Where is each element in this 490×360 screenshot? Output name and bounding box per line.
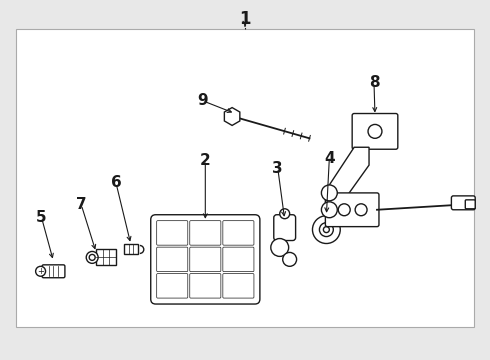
FancyBboxPatch shape	[190, 274, 221, 298]
Circle shape	[323, 227, 329, 233]
Text: 7: 7	[76, 197, 87, 212]
FancyBboxPatch shape	[352, 113, 398, 149]
Bar	[16, 29, 474, 327]
Text: 3: 3	[272, 161, 283, 176]
FancyBboxPatch shape	[157, 221, 188, 245]
Circle shape	[313, 216, 340, 243]
Text: 1: 1	[239, 10, 251, 28]
FancyBboxPatch shape	[42, 265, 65, 278]
FancyBboxPatch shape	[190, 247, 221, 272]
Text: 8: 8	[368, 75, 379, 90]
FancyBboxPatch shape	[190, 221, 221, 245]
Circle shape	[321, 185, 337, 201]
Circle shape	[283, 252, 296, 266]
FancyBboxPatch shape	[325, 193, 379, 227]
FancyBboxPatch shape	[466, 200, 475, 209]
Polygon shape	[329, 147, 369, 200]
Circle shape	[36, 266, 46, 276]
FancyBboxPatch shape	[157, 274, 188, 298]
FancyBboxPatch shape	[451, 196, 475, 210]
Text: 4: 4	[324, 151, 335, 166]
Circle shape	[321, 202, 337, 218]
Circle shape	[86, 251, 98, 264]
Circle shape	[319, 223, 333, 237]
Text: 2: 2	[200, 153, 211, 168]
Circle shape	[89, 255, 95, 260]
Text: +: +	[37, 267, 44, 276]
Text: 9: 9	[197, 93, 208, 108]
Text: 5: 5	[36, 210, 47, 225]
FancyBboxPatch shape	[223, 247, 254, 272]
FancyBboxPatch shape	[151, 215, 260, 304]
Bar	[96, 249, 116, 265]
Bar	[124, 244, 138, 255]
Circle shape	[355, 204, 367, 216]
Circle shape	[280, 209, 290, 219]
FancyBboxPatch shape	[274, 215, 295, 240]
Circle shape	[271, 239, 289, 256]
FancyBboxPatch shape	[223, 274, 254, 298]
Circle shape	[338, 204, 350, 216]
Text: 6: 6	[111, 175, 122, 190]
Circle shape	[368, 125, 382, 138]
FancyBboxPatch shape	[157, 247, 188, 272]
FancyBboxPatch shape	[223, 221, 254, 245]
